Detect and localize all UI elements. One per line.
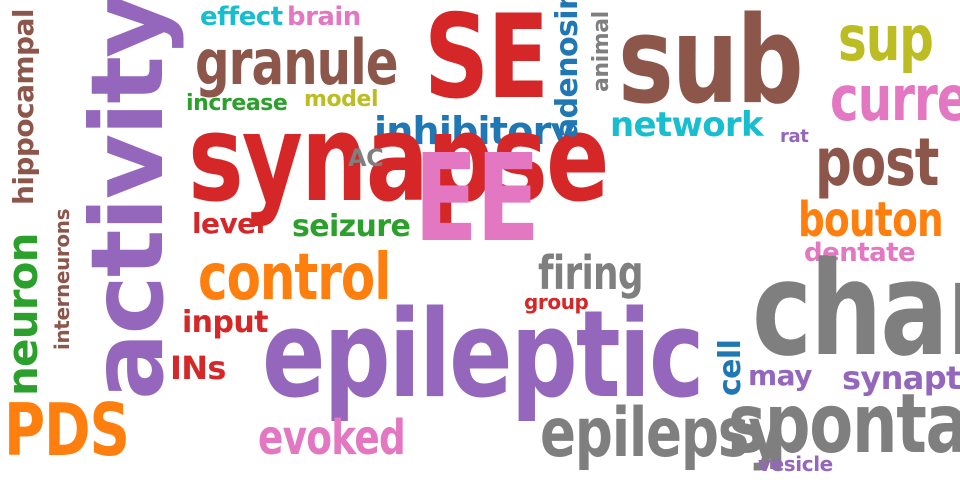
word-seizure: EE — [414, 130, 540, 269]
word-neuron: spontaneous — [728, 377, 960, 472]
word-SE: SE — [424, 0, 549, 125]
word-model: animal — [589, 11, 614, 92]
word-post: AC — [348, 144, 384, 172]
word-firing: dentate — [804, 238, 916, 268]
word-INs: input — [182, 305, 268, 340]
word-bouton: level — [192, 207, 265, 240]
word-activity: activity — [69, 0, 186, 400]
word-animal: firing — [538, 246, 644, 300]
word-level: post — [815, 124, 939, 201]
word-sup: sup — [838, 2, 934, 75]
word-vesicle: epilepsy — [540, 394, 783, 473]
word-sub: sub — [618, 0, 804, 131]
word-synapse: network — [610, 105, 764, 145]
word-brain: brain — [287, 2, 361, 32]
word-epileptic: cell — [713, 339, 748, 396]
word-may: INs — [170, 349, 226, 387]
word-adenosine: control — [198, 241, 391, 315]
word-input: group — [524, 290, 589, 314]
word-network: model — [304, 87, 379, 112]
word-granule: granule — [195, 26, 399, 99]
word-evoked: synaptic — [842, 359, 960, 397]
word-change: interneurons — [50, 208, 74, 350]
word-epilepsy: PDS — [4, 388, 130, 472]
word-interneurons: vesicle — [758, 452, 833, 476]
word-spontaneous: evoked — [258, 410, 406, 466]
word-hippocampal: hippocampal — [7, 9, 40, 205]
word-synaptic: epileptic — [262, 286, 704, 425]
word-PDS: may — [748, 359, 812, 392]
word-effect: effect — [200, 2, 283, 32]
word-AC: current — [830, 62, 960, 135]
word-control: bouton — [798, 192, 944, 248]
word-inhibitory: increase — [186, 91, 288, 116]
word-current: inhibitory — [374, 109, 575, 153]
word-dentate: seizure — [292, 209, 411, 244]
word-increase: adenosine — [550, 0, 585, 138]
word-EE: rat — [780, 126, 809, 147]
word-group: neuron — [0, 233, 47, 396]
word-cell: change — [752, 233, 960, 385]
word-rat: synapse — [188, 90, 609, 229]
